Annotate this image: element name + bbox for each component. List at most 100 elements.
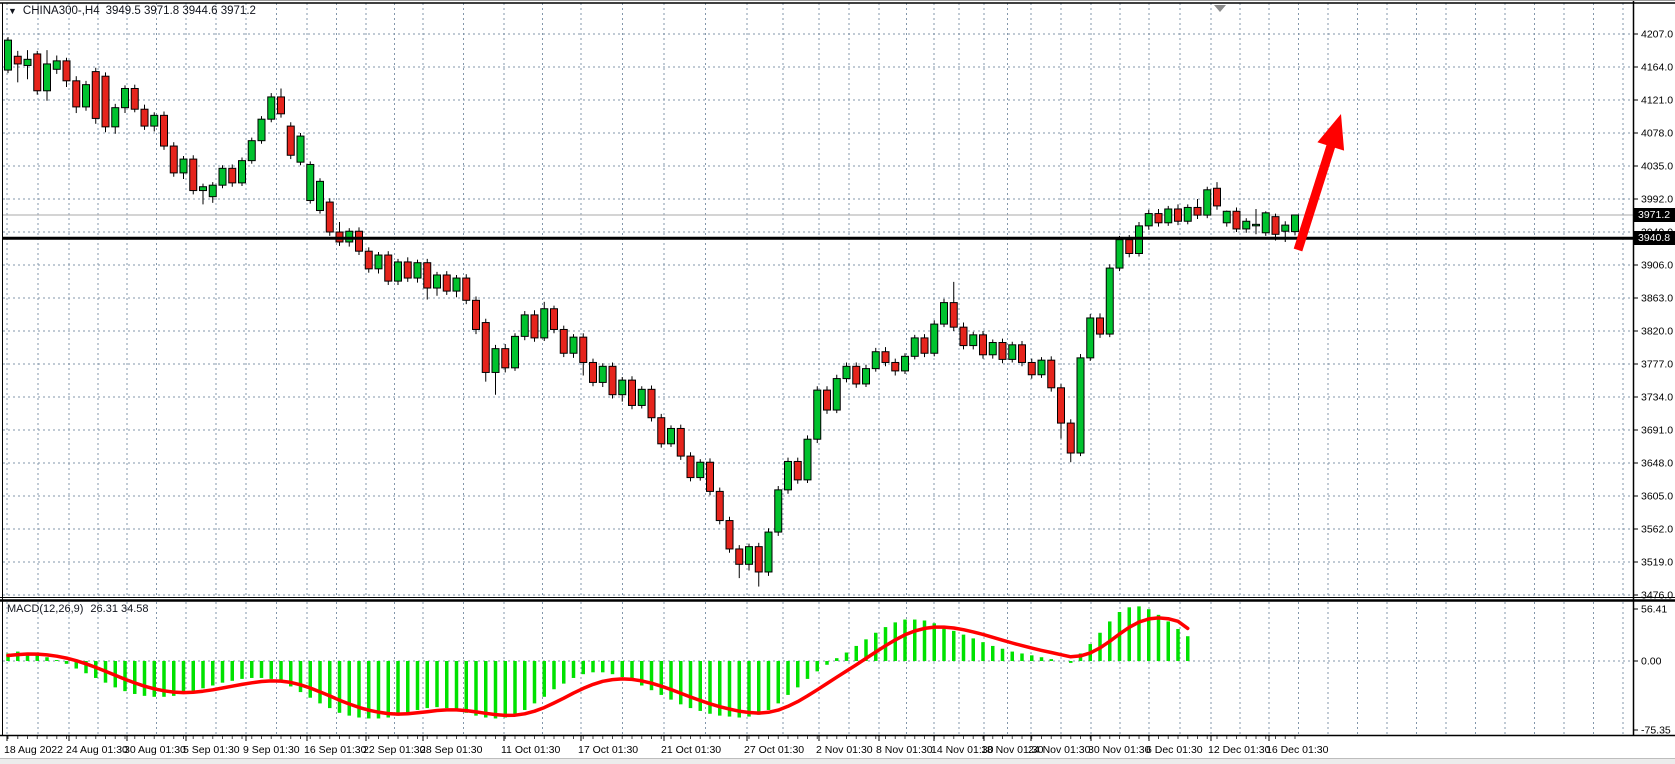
- candle-body: [111, 107, 120, 128]
- candle-body: [823, 389, 831, 411]
- candle-body: [1174, 208, 1182, 222]
- price-tick-label: 4121.0: [1641, 95, 1673, 107]
- candle-body: [637, 388, 646, 406]
- macd-current-values: 26.31 34.58: [90, 603, 149, 615]
- macd-signal-line: [6, 616, 1190, 718]
- time-tick-label: 24 Nov 01:30: [1028, 744, 1091, 756]
- candle-body: [1232, 210, 1241, 230]
- candle-body: [1154, 213, 1163, 224]
- candle-body: [1096, 317, 1104, 335]
- price-tick-label: 3691.0: [1641, 425, 1673, 437]
- candle-body: [384, 254, 393, 282]
- candle-body: [91, 71, 100, 119]
- candle-body: [998, 342, 1007, 360]
- price-tick-label: 3562.0: [1641, 524, 1673, 536]
- candle-body: [501, 348, 510, 369]
- candle-body: [696, 461, 705, 479]
- candle-body: [520, 314, 529, 337]
- price-tick-label: 3734.0: [1641, 392, 1673, 404]
- candle-body: [803, 438, 812, 481]
- candle-body: [1271, 216, 1280, 235]
- candle-body: [62, 60, 71, 82]
- price-tick-label: 3863.0: [1641, 293, 1673, 305]
- candle-body: [1252, 223, 1260, 227]
- macd-tick-label: 56.41: [1641, 604, 1667, 616]
- candle-body: [530, 314, 539, 339]
- candle-body: [433, 274, 441, 289]
- chart-shift-marker[interactable]: [1214, 5, 1226, 12]
- candle-body: [735, 548, 744, 565]
- candle-body: [959, 326, 968, 347]
- candle-body: [247, 140, 256, 162]
- candle-body: [1037, 359, 1046, 376]
- candle-body: [1183, 206, 1192, 222]
- candle-body: [52, 60, 61, 70]
- candle-body: [481, 322, 490, 373]
- time-tick-label: 2 Nov 01:30: [816, 744, 873, 756]
- candle-body: [901, 355, 909, 372]
- candle-body: [1047, 359, 1056, 389]
- time-tick-label: 14 Nov 01:30: [931, 744, 994, 756]
- candle-body: [657, 417, 666, 445]
- time-tick-label: 16 Sep 01:30: [304, 744, 367, 756]
- time-tick-label: 12 Dec 01:30: [1208, 744, 1271, 756]
- candle-body: [540, 308, 549, 339]
- candle-body: [1144, 213, 1153, 227]
- candle-body: [891, 361, 900, 372]
- price-tick-label: 4035.0: [1641, 161, 1673, 173]
- candle-body: [452, 277, 461, 292]
- candle-body: [832, 378, 841, 411]
- candle-body: [813, 389, 822, 440]
- candle-body: [676, 427, 685, 457]
- candle-body: [686, 455, 695, 479]
- candle-body: [238, 160, 246, 184]
- price-tick-label: 4078.0: [1641, 128, 1673, 140]
- candle-body: [930, 323, 939, 354]
- candle-body: [13, 55, 22, 65]
- candle-body: [1203, 189, 1212, 216]
- candle-body: [608, 365, 617, 396]
- candle-body: [462, 277, 471, 301]
- macd-tick-label: 0.00: [1641, 656, 1662, 668]
- candle-body: [267, 96, 276, 120]
- candle-body: [1193, 206, 1202, 216]
- candle-body: [208, 184, 217, 198]
- candle-body: [1164, 208, 1173, 224]
- candle-body: [160, 114, 168, 147]
- candle-body: [774, 489, 783, 533]
- up-arrow-annotation[interactable]: [1317, 114, 1345, 151]
- price-tick-label: 4207.0: [1641, 29, 1673, 41]
- time-tick-label: 30 Aug 01:30: [124, 744, 186, 756]
- candle-body: [940, 302, 948, 325]
- candle-body: [101, 75, 110, 128]
- time-tick-label: 27 Oct 01:30: [744, 744, 804, 756]
- candle-body: [23, 58, 32, 66]
- candle-body: [491, 348, 500, 373]
- price-tick-label: 3777.0: [1641, 359, 1673, 371]
- price-tick-label: 3992.0: [1641, 194, 1673, 206]
- candle-body: [228, 167, 237, 184]
- candle-body: [1027, 361, 1036, 376]
- chevron-down-icon[interactable]: ▼: [8, 6, 17, 16]
- candle-body: [715, 490, 724, 522]
- time-tick-label: 22 Sep 01:30: [363, 744, 426, 756]
- time-tick-label: 5 Sep 01:30: [183, 744, 240, 756]
- time-tick-label: 21 Oct 01:30: [661, 744, 721, 756]
- candle-body: [1086, 317, 1095, 359]
- candle-body: [871, 351, 880, 370]
- price-tick-label: 4164.0: [1641, 62, 1673, 74]
- candle-body: [33, 53, 42, 92]
- candle-body: [140, 108, 149, 127]
- candle-body: [754, 546, 763, 573]
- time-tick-label: 30 Nov 01:30: [1088, 744, 1151, 756]
- price-tick-label: 3648.0: [1641, 458, 1673, 470]
- candle-body: [121, 87, 129, 109]
- macd-name: MACD(12,26,9): [7, 603, 84, 615]
- candle-body: [1057, 387, 1065, 424]
- price-tick-label: 3605.0: [1641, 491, 1673, 503]
- candle-body: [82, 84, 90, 108]
- candle-body: [1105, 267, 1114, 335]
- candle-body: [218, 167, 227, 186]
